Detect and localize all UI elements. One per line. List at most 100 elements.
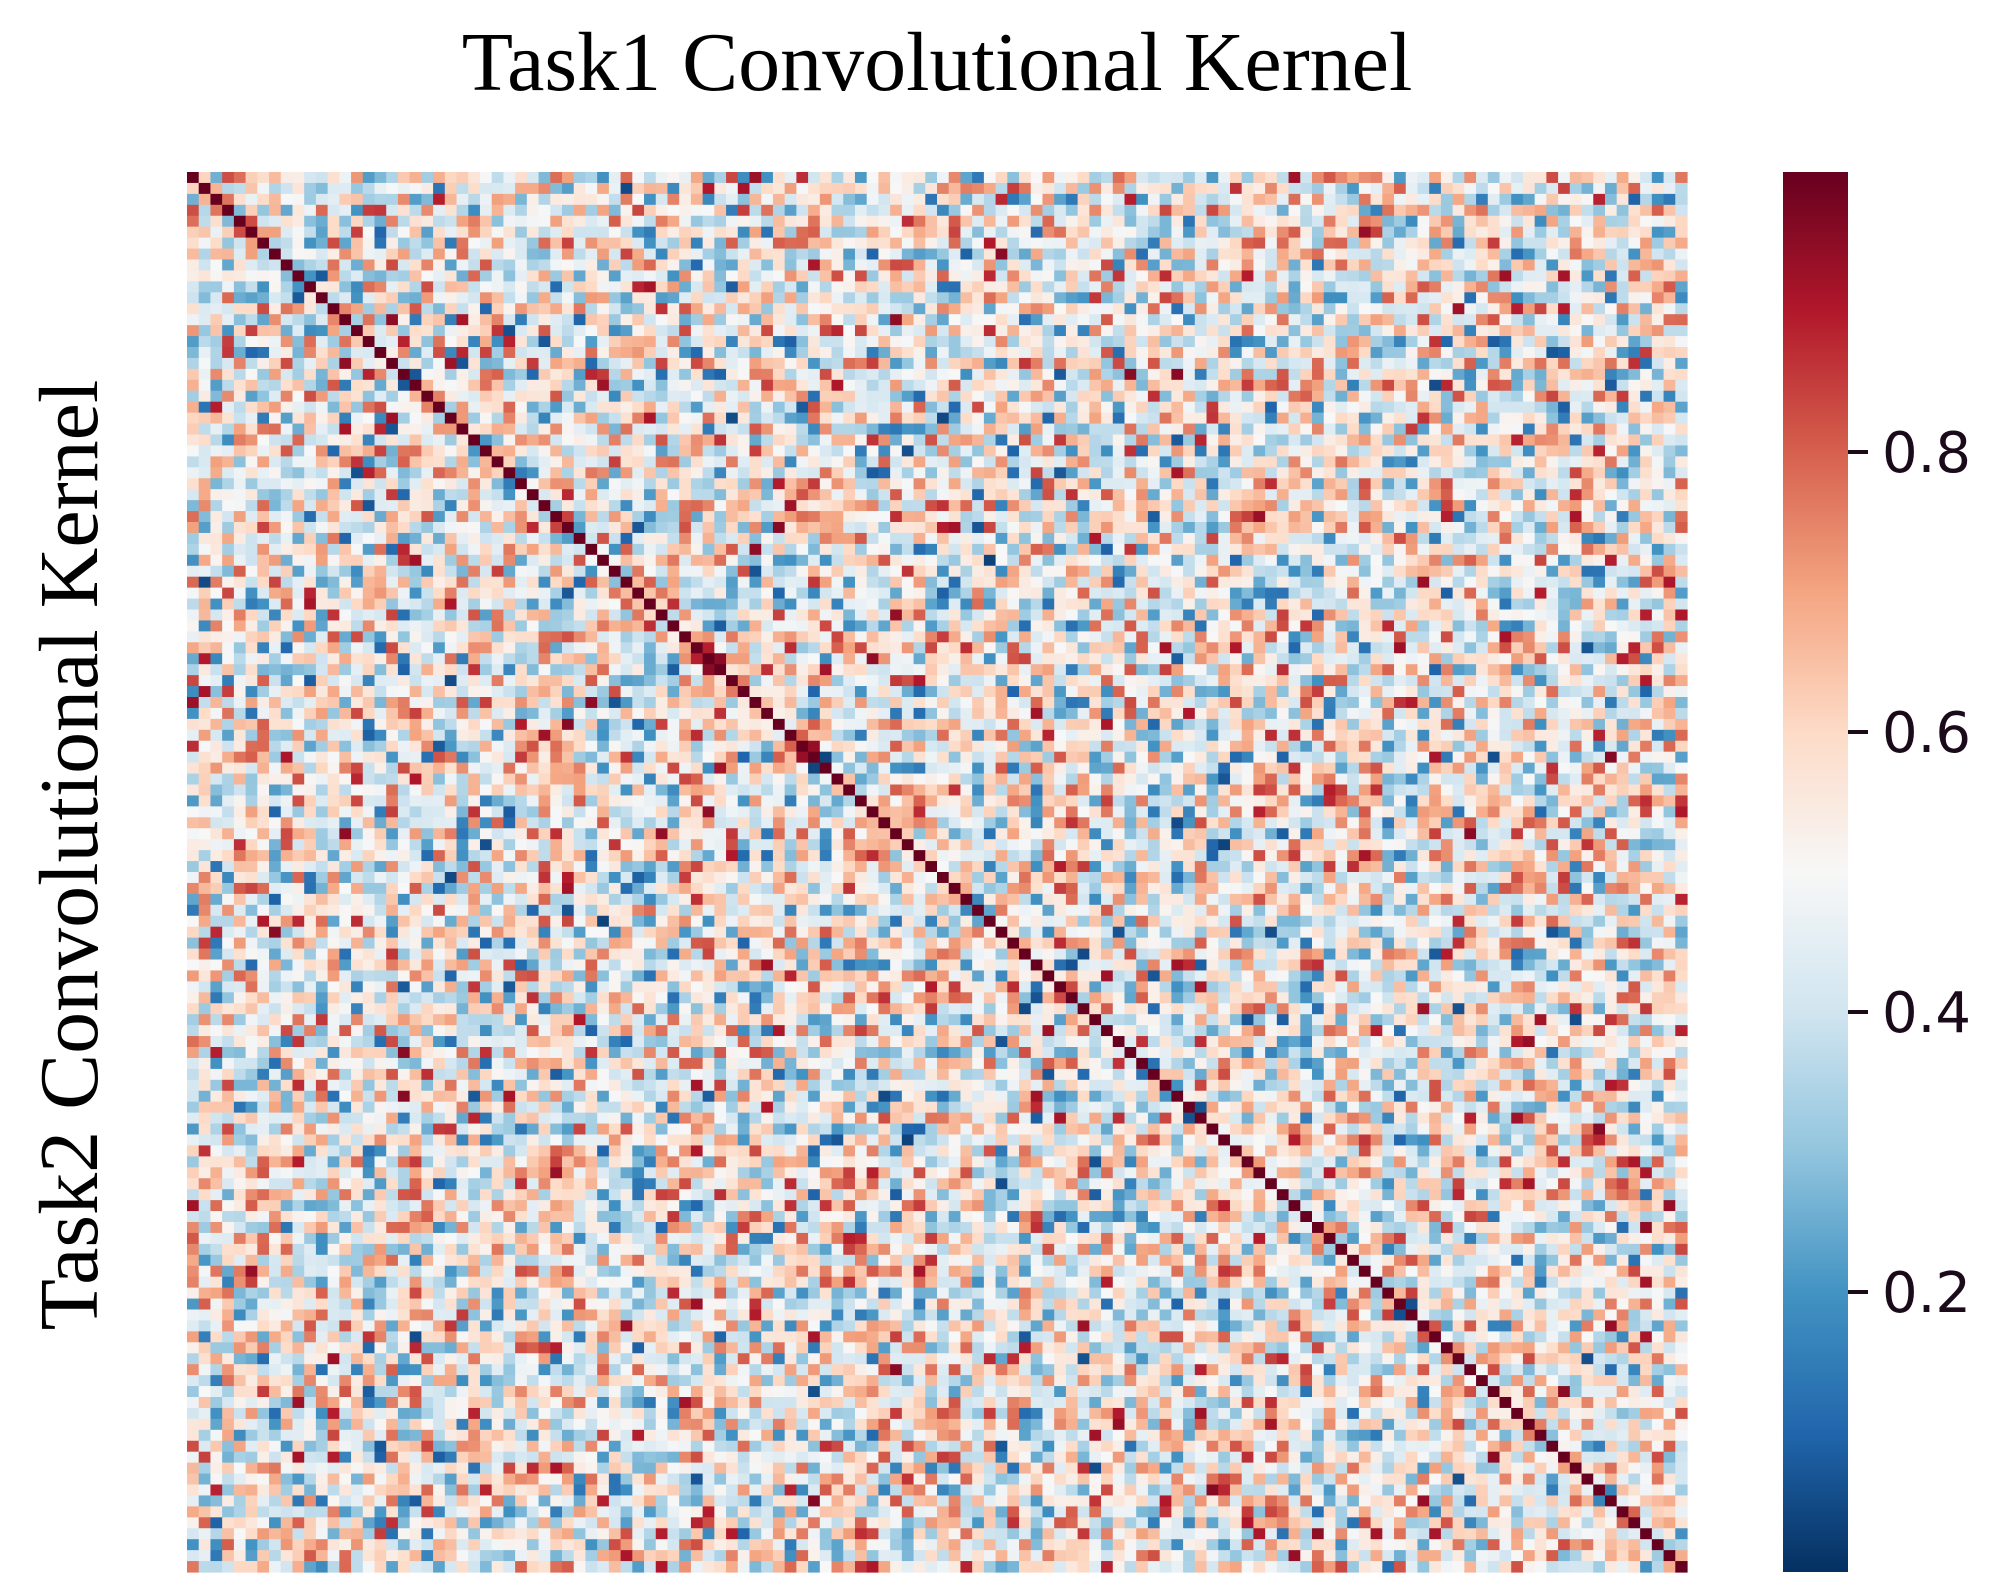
heatmap-cell — [1007, 467, 1019, 479]
heatmap-cell — [468, 588, 480, 600]
heatmap-cell — [1488, 533, 1500, 545]
heatmap-cell — [867, 314, 879, 326]
heatmap-cell — [1570, 445, 1582, 457]
heatmap-cell — [1617, 533, 1629, 545]
heatmap-cell — [1417, 456, 1429, 468]
heatmap-cell — [562, 205, 574, 217]
heatmap-cell — [1253, 588, 1265, 600]
heatmap-cell — [199, 489, 211, 501]
heatmap-cell — [1136, 238, 1148, 250]
heatmap-cell — [468, 205, 480, 217]
heatmap-cell — [1417, 435, 1429, 447]
heatmap-cell — [1289, 249, 1301, 261]
heatmap-cell — [843, 216, 855, 228]
heatmap-cell — [1335, 467, 1347, 479]
heatmap-cell — [281, 544, 293, 556]
heatmap-cell — [222, 347, 234, 359]
heatmap-cell — [328, 435, 340, 447]
heatmap-cell — [445, 566, 457, 578]
heatmap-cell — [1394, 238, 1406, 250]
heatmap-cell — [1113, 467, 1125, 479]
heatmap-cell — [796, 555, 808, 567]
heatmap-cell — [1113, 522, 1125, 534]
heatmap-cell — [984, 500, 996, 512]
heatmap-cell — [1195, 566, 1207, 578]
heatmap-cell — [632, 555, 644, 567]
heatmap-cell — [550, 249, 562, 261]
heatmap-cell — [691, 347, 703, 359]
heatmap-cell — [1488, 292, 1500, 304]
heatmap-cell — [585, 555, 597, 567]
heatmap-cell — [1429, 402, 1441, 414]
heatmap-cell — [1007, 314, 1019, 326]
heatmap-cell — [1125, 435, 1137, 447]
heatmap-cell — [691, 292, 703, 304]
heatmap-cell — [1148, 489, 1160, 501]
heatmap-cell — [1558, 413, 1570, 425]
heatmap-cell — [679, 227, 691, 239]
heatmap-cell — [855, 424, 867, 436]
heatmap-cell — [445, 555, 457, 567]
heatmap-cell — [468, 249, 480, 261]
heatmap-cell — [1371, 435, 1383, 447]
heatmap-cell — [914, 172, 926, 184]
heatmap-cell — [1417, 260, 1429, 272]
heatmap-cell — [1535, 238, 1547, 250]
heatmap-cell — [890, 566, 902, 578]
heatmap-cell — [1148, 445, 1160, 457]
heatmap-cell — [187, 413, 199, 425]
heatmap-cell — [246, 435, 258, 447]
heatmap-cell — [609, 183, 621, 195]
heatmap-cell — [808, 489, 820, 501]
heatmap-cell — [1675, 292, 1687, 304]
heatmap-cell — [621, 369, 633, 381]
heatmap-cell — [1605, 500, 1617, 512]
heatmap-cell — [339, 489, 351, 501]
heatmap-cell — [1582, 402, 1594, 414]
heatmap-cell — [468, 303, 480, 315]
heatmap-cell — [820, 467, 832, 479]
heatmap-cell — [339, 358, 351, 370]
heatmap-cell — [867, 249, 879, 261]
heatmap-cell — [914, 314, 926, 326]
heatmap-cell — [820, 402, 832, 414]
heatmap-cell — [351, 566, 363, 578]
heatmap-cell — [1359, 435, 1371, 447]
heatmap-cell — [1453, 435, 1465, 447]
heatmap-cell — [246, 194, 258, 206]
heatmap-cell — [1675, 380, 1687, 392]
heatmap-cell — [996, 260, 1008, 272]
heatmap-cell — [1406, 445, 1418, 457]
heatmap-cell — [820, 314, 832, 326]
heatmap-cell — [1089, 588, 1101, 600]
heatmap-cell — [1488, 555, 1500, 567]
heatmap-cell — [761, 424, 773, 436]
heatmap-cell — [1136, 292, 1148, 304]
heatmap-cell — [703, 555, 715, 567]
heatmap-cell — [1617, 402, 1629, 414]
heatmap-cell — [210, 238, 222, 250]
heatmap-cell — [691, 588, 703, 600]
heatmap-cell — [1347, 347, 1359, 359]
heatmap-cell — [1500, 205, 1512, 217]
heatmap-cell — [996, 380, 1008, 392]
heatmap-cell — [597, 358, 609, 370]
heatmap-cell — [691, 325, 703, 337]
heatmap-cell — [433, 336, 445, 348]
heatmap-cell — [1300, 467, 1312, 479]
heatmap-cell — [292, 588, 304, 600]
heatmap-cell — [269, 183, 281, 195]
heatmap-cell — [328, 314, 340, 326]
heatmap-cell — [539, 292, 551, 304]
heatmap-cell — [1500, 369, 1512, 381]
heatmap-cell — [410, 424, 422, 436]
heatmap-cell — [1312, 413, 1324, 425]
heatmap-cell — [714, 445, 726, 457]
heatmap-cell — [1441, 369, 1453, 381]
heatmap-cell — [1582, 205, 1594, 217]
heatmap-cell — [808, 435, 820, 447]
heatmap-cell — [257, 227, 269, 239]
heatmap-cell — [832, 478, 844, 490]
heatmap-cell — [796, 358, 808, 370]
